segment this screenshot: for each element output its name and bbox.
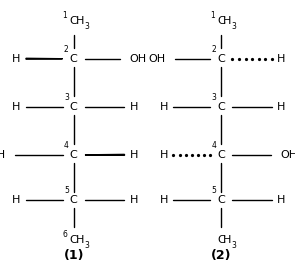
Text: C: C bbox=[70, 102, 78, 112]
Polygon shape bbox=[85, 154, 124, 155]
Text: C: C bbox=[70, 150, 78, 160]
Text: (1): (1) bbox=[63, 249, 84, 262]
Text: H: H bbox=[223, 235, 231, 245]
Text: 3: 3 bbox=[232, 22, 236, 31]
Polygon shape bbox=[26, 58, 63, 59]
Text: H: H bbox=[160, 195, 168, 205]
Text: 5: 5 bbox=[212, 186, 216, 195]
Text: C: C bbox=[217, 102, 225, 112]
Text: C: C bbox=[70, 16, 78, 26]
Text: 3: 3 bbox=[84, 22, 89, 31]
Text: 3: 3 bbox=[232, 241, 236, 250]
Text: 3: 3 bbox=[212, 93, 216, 102]
Text: C: C bbox=[70, 195, 78, 205]
Text: H: H bbox=[76, 16, 84, 26]
Text: H: H bbox=[12, 54, 21, 64]
Text: H: H bbox=[223, 16, 231, 26]
Text: H: H bbox=[12, 102, 21, 112]
Text: H: H bbox=[130, 102, 138, 112]
Text: 3: 3 bbox=[64, 93, 69, 102]
Text: OH: OH bbox=[280, 150, 295, 160]
Text: H: H bbox=[76, 235, 84, 245]
Text: 1: 1 bbox=[210, 11, 215, 20]
Text: 4: 4 bbox=[212, 141, 216, 150]
Text: H: H bbox=[277, 54, 286, 64]
Text: H: H bbox=[12, 195, 21, 205]
Text: 5: 5 bbox=[64, 186, 69, 195]
Text: H: H bbox=[160, 102, 168, 112]
Text: 2: 2 bbox=[212, 45, 216, 54]
Text: 4: 4 bbox=[64, 141, 69, 150]
Text: C: C bbox=[217, 150, 225, 160]
Text: H: H bbox=[277, 195, 286, 205]
Text: 2: 2 bbox=[64, 45, 69, 54]
Text: H: H bbox=[160, 150, 168, 160]
Text: C: C bbox=[217, 195, 225, 205]
Text: 1: 1 bbox=[63, 11, 67, 20]
Text: H: H bbox=[130, 150, 138, 160]
Text: OH: OH bbox=[130, 54, 147, 64]
Text: C: C bbox=[70, 235, 78, 245]
Text: (2): (2) bbox=[211, 249, 232, 262]
Text: H: H bbox=[130, 195, 138, 205]
Text: C: C bbox=[217, 16, 225, 26]
Text: 3: 3 bbox=[84, 241, 89, 250]
Text: C: C bbox=[70, 54, 78, 64]
Text: OH: OH bbox=[0, 150, 6, 160]
Text: C: C bbox=[217, 235, 225, 245]
Text: C: C bbox=[217, 54, 225, 64]
Text: OH: OH bbox=[148, 54, 165, 64]
Text: 6: 6 bbox=[63, 230, 67, 239]
Text: H: H bbox=[277, 102, 286, 112]
